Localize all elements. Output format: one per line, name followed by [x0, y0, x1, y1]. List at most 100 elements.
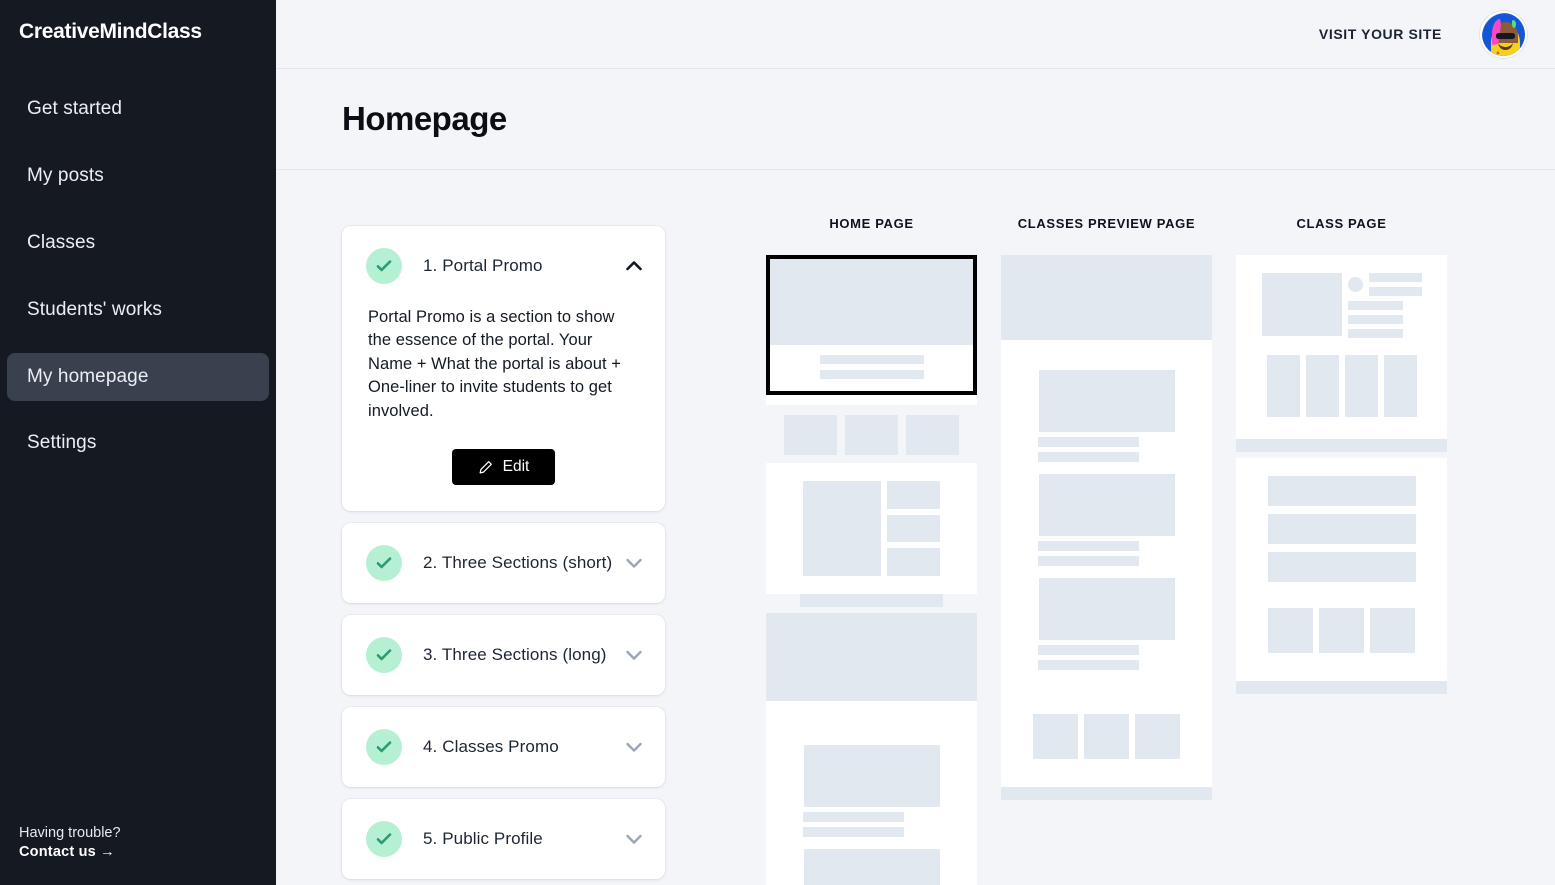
- wireframe-avatar-dot: [1347, 277, 1363, 292]
- wireframe-wide-bar: [800, 594, 943, 607]
- sidebar-item-my-posts[interactable]: My posts: [27, 164, 104, 186]
- wireframe-card-list[interactable]: [766, 745, 977, 885]
- wireframe-card-list[interactable]: [1001, 370, 1212, 670]
- wireframe-home-page[interactable]: [766, 255, 977, 885]
- wireframe-cell: [784, 415, 837, 455]
- wireframe-block: [887, 481, 940, 509]
- wireframe-hero-image: [770, 259, 973, 345]
- accordion-header-2[interactable]: 2. Three Sections (short): [342, 523, 665, 603]
- wireframe-block: [887, 548, 940, 576]
- wireframe-row: [1267, 552, 1416, 582]
- wireframe-three-cells[interactable]: [766, 405, 977, 455]
- sidebar-item-get-started[interactable]: Get started: [27, 98, 123, 119]
- accordion-description-1: Portal Promo is a section to show the es…: [368, 308, 621, 420]
- wireframe-image: [803, 481, 881, 576]
- wireframe-card-image: [1038, 474, 1175, 536]
- accordion-item-4: 4. Classes Promo: [342, 707, 665, 788]
- wireframe-three-squares[interactable]: [1236, 590, 1447, 653]
- wireframe-class-header[interactable]: [1236, 255, 1447, 439]
- edit-button-wrap: Edit: [368, 449, 639, 486]
- accordion-item-1: 1. Portal Promo Portal Promo is a sectio…: [342, 226, 665, 512]
- wireframe-square: [1268, 608, 1313, 653]
- wireframe-row: [1267, 476, 1416, 506]
- wireframe-spacer: [1001, 670, 1212, 714]
- wireframe-card-line: [803, 812, 904, 822]
- wireframe-class-body[interactable]: [1236, 458, 1447, 681]
- wireframe-block: [887, 514, 940, 543]
- wireframe-footer-bar: [1236, 681, 1447, 694]
- having-trouble-label: Having trouble?: [19, 824, 121, 841]
- wireframe-four-columns[interactable]: [1236, 338, 1447, 417]
- wireframe-column: [1305, 355, 1339, 417]
- wireframe-card-line: [1038, 437, 1139, 447]
- check-icon: [366, 729, 402, 766]
- accordion-body-1: Portal Promo is a section to show the es…: [342, 306, 665, 511]
- edit-button[interactable]: Edit: [451, 449, 556, 486]
- wireframe-square: [1370, 608, 1415, 653]
- wireframe-card-line: [1038, 452, 1139, 462]
- preview-columns: HOME PAGE: [721, 170, 1555, 885]
- accordion-title-3: 3. Three Sections (long): [423, 645, 607, 665]
- sidebar-footer: Having trouble? Contact us →: [19, 824, 121, 863]
- preview-column-home-page: HOME PAGE: [754, 216, 989, 885]
- accordion-header-3[interactable]: 3. Three Sections (long): [342, 615, 665, 695]
- contact-us-link[interactable]: Contact us →: [19, 844, 115, 861]
- wireframe-line: [1347, 329, 1403, 338]
- chevron-up-icon[interactable]: [623, 255, 645, 277]
- wireframe-footer-bar: [1001, 787, 1212, 800]
- wireframe-selected-section[interactable]: [766, 255, 977, 395]
- wireframe-two-column-section[interactable]: [766, 463, 977, 594]
- sidebar-item-students-works[interactable]: Students' works: [27, 298, 163, 320]
- wireframe-class-image: [1261, 273, 1342, 336]
- wireframe-spacer: [766, 701, 977, 745]
- chevron-down-icon[interactable]: [623, 736, 645, 758]
- wireframe-cell: [906, 415, 959, 455]
- brand-logo[interactable]: CreativeMindClass: [19, 20, 202, 43]
- sidebar-item-settings[interactable]: Settings: [27, 432, 97, 454]
- preview-label-class-page: CLASS PAGE: [1296, 216, 1387, 231]
- check-icon: [366, 821, 402, 858]
- sidebar-item-classes[interactable]: Classes: [27, 231, 96, 253]
- accordion-title-2: 2. Three Sections (short): [423, 553, 613, 573]
- chevron-down-icon[interactable]: [623, 552, 645, 574]
- wireframe-card-line: [1038, 660, 1139, 670]
- wireframe-cell: [845, 415, 898, 455]
- wireframe-line: [819, 370, 924, 379]
- accordion-title-5: 5. Public Profile: [423, 829, 543, 849]
- wireframe-big-image[interactable]: [766, 613, 977, 701]
- wireframe-hero-lines: [770, 345, 973, 391]
- sidebar-item-my-homepage[interactable]: My homepage: [7, 352, 269, 402]
- top-bar: VISIT YOUR SITE: [276, 0, 1555, 69]
- section-list: 1. Portal Promo Portal Promo is a sectio…: [276, 170, 721, 885]
- wireframe-three-squares[interactable]: [1001, 714, 1212, 787]
- wireframe-line: [819, 355, 924, 364]
- wireframe-column: [1383, 355, 1417, 417]
- preview-column-classes-preview-page: CLASSES PREVIEW PAGE: [989, 216, 1224, 885]
- avatar[interactable]: [1480, 10, 1527, 58]
- wireframe-card-line: [803, 827, 904, 837]
- wireframe-row: [1267, 514, 1416, 544]
- wireframe-card-line: [1038, 541, 1139, 551]
- wireframe-classes-preview-page[interactable]: [1001, 255, 1212, 800]
- wireframe-class-page[interactable]: [1236, 255, 1447, 694]
- accordion-item-5: 5. Public Profile: [342, 799, 665, 880]
- wireframe-line: [1347, 315, 1403, 324]
- content-area: 1. Portal Promo Portal Promo is a sectio…: [276, 170, 1555, 885]
- page-title: Homepage: [342, 100, 507, 137]
- chevron-down-icon[interactable]: [623, 828, 645, 850]
- wireframe-hero-image: [1001, 255, 1212, 340]
- wireframe-stacked-rows: [1236, 458, 1447, 582]
- wireframe-column: [1266, 355, 1300, 417]
- wireframe-card-image: [1038, 578, 1175, 640]
- visit-your-site-link[interactable]: VISIT YOUR SITE: [1318, 26, 1442, 42]
- accordion-header-1[interactable]: 1. Portal Promo: [342, 226, 665, 306]
- wireframe-spacer: [1001, 340, 1212, 370]
- wireframe-card-line: [1038, 556, 1139, 566]
- accordion-title-4: 4. Classes Promo: [423, 737, 559, 757]
- accordion-header-4[interactable]: 4. Classes Promo: [342, 707, 665, 787]
- chevron-down-icon[interactable]: [623, 644, 645, 666]
- wireframe-line: [1368, 287, 1422, 296]
- accordion-header-5[interactable]: 5. Public Profile: [342, 799, 665, 879]
- avatar-image: [1482, 12, 1525, 56]
